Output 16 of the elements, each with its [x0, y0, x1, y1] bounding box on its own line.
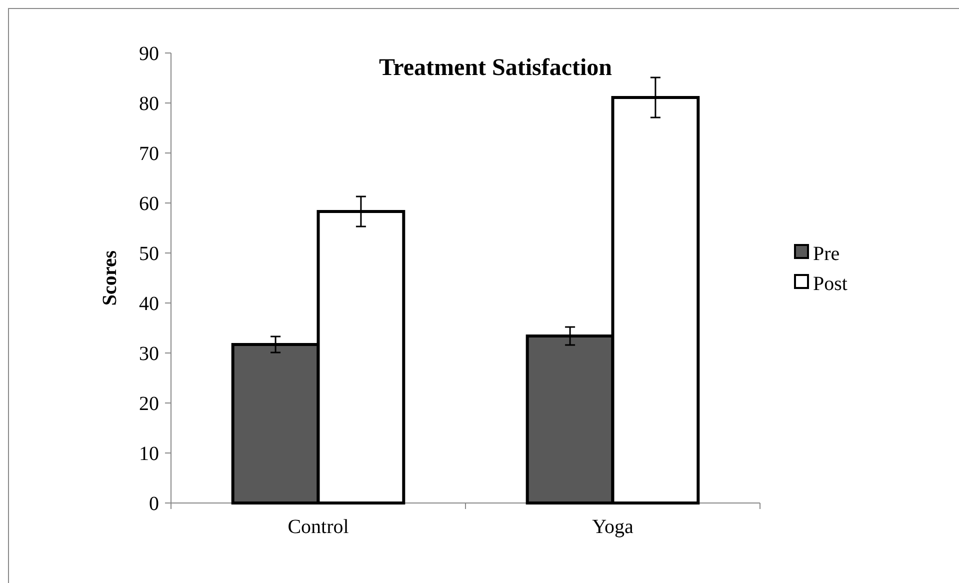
- y-tick-label: 50: [139, 243, 159, 265]
- y-tick-label: 0: [149, 493, 159, 515]
- chart-title: Treatment Satisfaction: [378, 55, 612, 81]
- y-tick-label: 70: [139, 143, 159, 165]
- y-tick-label: 10: [139, 443, 159, 465]
- y-tick-label: 60: [139, 193, 159, 215]
- y-tick-label: 80: [139, 93, 159, 115]
- y-axis-title: Scores: [99, 250, 121, 306]
- y-tick-label: 40: [139, 293, 159, 315]
- x-tick-label: Yoga: [592, 516, 634, 538]
- x-tick-label: Control: [288, 516, 350, 538]
- legend-label: Pre: [813, 243, 840, 265]
- legend-label: Post: [813, 273, 848, 295]
- y-tick-label: 20: [139, 393, 159, 415]
- y-tick-label: 90: [139, 43, 159, 65]
- y-tick-label: 30: [139, 343, 159, 365]
